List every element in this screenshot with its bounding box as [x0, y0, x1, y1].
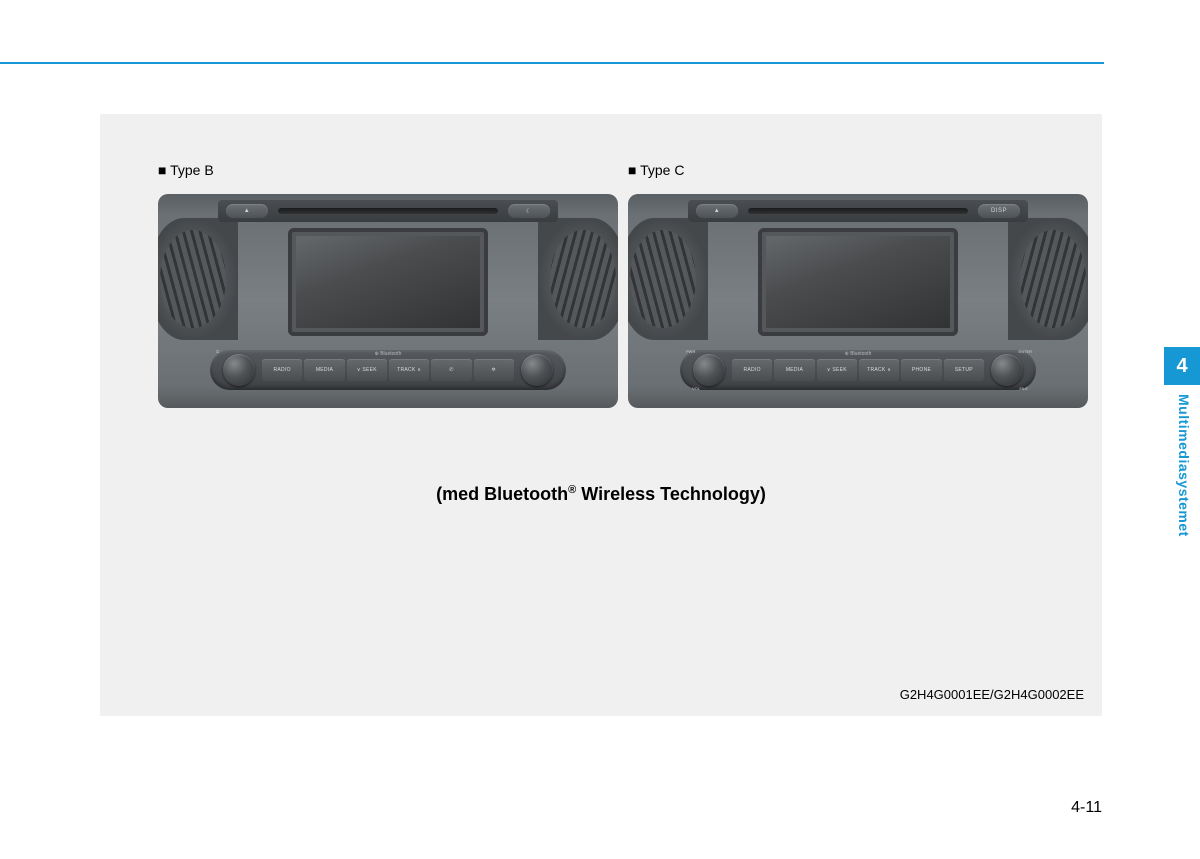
figure-caption: (med Bluetooth® Wireless Technology) — [100, 484, 1102, 505]
air-vent-left — [158, 218, 238, 340]
header-rule — [0, 62, 1104, 64]
power-icon: ⏻ — [216, 349, 219, 354]
eject-button: ▲ — [696, 204, 738, 218]
control-bar: ⏻ ⊕ Bluetooth RADIO MEDIA ∨ SEEK TRACK ∧… — [210, 350, 566, 390]
caption-pre: (med Bluetooth — [436, 484, 568, 504]
cd-slot — [748, 208, 968, 214]
pwr-label: PWR — [686, 349, 695, 354]
file-label: FILE — [1020, 386, 1028, 391]
vol-label: VOL — [692, 386, 700, 391]
settings-button: ✲ — [474, 359, 514, 381]
seek-down-button: ∨ SEEK — [347, 359, 387, 381]
phone-button: PHONE — [901, 359, 941, 381]
tune-file-knob: ENTER FILE — [988, 351, 1026, 389]
bluetooth-label: ⊕ Bluetooth — [262, 351, 514, 357]
tune-knob — [518, 351, 556, 389]
caption-post: Wireless Technology) — [576, 484, 766, 504]
chapter-tab: 4 — [1164, 347, 1200, 385]
knob-dial — [693, 354, 725, 386]
media-button: MEDIA — [304, 359, 344, 381]
setup-button: SETUP — [944, 359, 984, 381]
figure-codes: G2H4G0001EE/G2H4G0002EE — [900, 687, 1084, 702]
type-b-label: ■ Type B — [158, 162, 214, 178]
power-volume-knob: PWR VOL — [690, 351, 728, 389]
display-screen — [758, 228, 958, 336]
knob-dial — [223, 354, 255, 386]
night-mode-button: ☾ — [508, 204, 550, 218]
enter-label: ENTER — [1018, 349, 1032, 354]
button-row: ⊕ Bluetooth RADIO MEDIA ∨ SEEK TRACK ∧ P… — [732, 359, 984, 381]
cd-slot — [278, 208, 498, 214]
radio-unit-type-b: ▲ ☾ ⏻ ⊕ Bluetooth RADIO MEDIA ∨ SEEK TRA… — [158, 194, 618, 408]
air-vent-right — [1008, 218, 1088, 340]
knob-dial — [991, 354, 1023, 386]
knob-dial — [521, 354, 553, 386]
page-number: 4-11 — [1071, 799, 1102, 817]
control-bar: PWR VOL ⊕ Bluetooth RADIO MEDIA ∨ SEEK T… — [680, 350, 1036, 390]
media-button: MEDIA — [774, 359, 814, 381]
eject-button: ▲ — [226, 204, 268, 218]
radio-button: RADIO — [732, 359, 772, 381]
disp-button: DISP — [978, 204, 1020, 218]
button-row: ⊕ Bluetooth RADIO MEDIA ∨ SEEK TRACK ∧ ✆… — [262, 359, 514, 381]
display-screen — [288, 228, 488, 336]
cd-slot-strip: ▲ ☾ — [218, 200, 558, 222]
phone-button: ✆ — [431, 359, 471, 381]
power-volume-knob: ⏻ — [220, 351, 258, 389]
track-up-button: TRACK ∧ — [389, 359, 429, 381]
radio-unit-type-c: ▲ DISP PWR VOL ⊕ Bluetooth RADIO MEDIA ∨… — [628, 194, 1088, 408]
type-c-label: ■ Type C — [628, 162, 684, 178]
track-up-button: TRACK ∧ — [859, 359, 899, 381]
radio-button: RADIO — [262, 359, 302, 381]
chapter-number: 4 — [1176, 355, 1187, 378]
bluetooth-label: ⊕ Bluetooth — [732, 351, 984, 357]
chapter-title: Multimediasystemet — [1172, 394, 1192, 624]
air-vent-left — [628, 218, 708, 340]
air-vent-right — [538, 218, 618, 340]
cd-slot-strip: ▲ DISP — [688, 200, 1028, 222]
seek-down-button: ∨ SEEK — [817, 359, 857, 381]
figure-panel: ■ Type B ■ Type C ▲ ☾ ⏻ ⊕ Bluetooth RADI… — [100, 114, 1102, 716]
